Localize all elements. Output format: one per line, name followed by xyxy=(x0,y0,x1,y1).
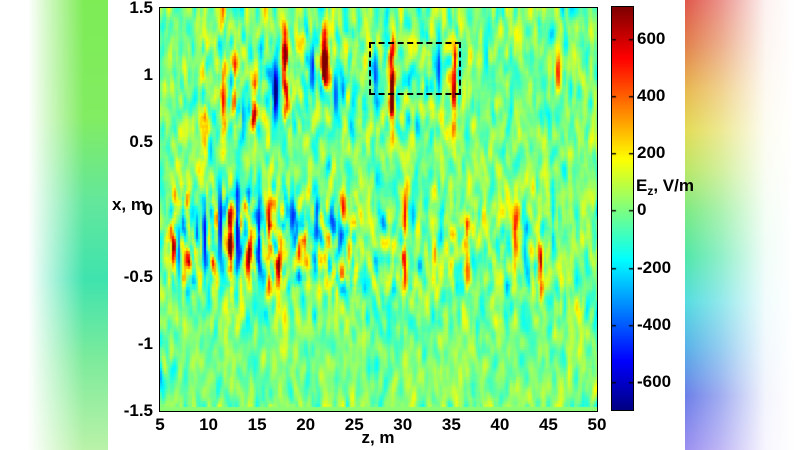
x-axis-label: z, m xyxy=(361,428,395,447)
background-blur-left xyxy=(0,0,108,450)
plot-area xyxy=(158,6,598,412)
colorbar-tick-label: 200 xyxy=(637,143,666,163)
y-tick-label: -1 xyxy=(137,333,153,353)
y-axis-label: x, m xyxy=(111,195,146,214)
colorbar-label-main: E xyxy=(636,176,648,195)
colorbar xyxy=(610,5,634,411)
y-tick-label: -1.5 xyxy=(123,401,153,420)
colorbar-tick-label: -400 xyxy=(637,314,672,334)
x-tick-label: 30 xyxy=(393,415,413,434)
y-tick-label: 1 xyxy=(143,65,153,85)
colorbar-label-units: , V/m xyxy=(653,176,694,195)
x-tick-label: 15 xyxy=(247,415,267,434)
x-tick-label: 25 xyxy=(344,415,364,434)
colorbar-tick-label: 0 xyxy=(637,200,647,220)
heatmap-canvas xyxy=(159,7,597,411)
annotation-dashed-box xyxy=(368,41,462,96)
colorbar-label-subscript: z xyxy=(647,184,654,198)
x-tick-label: 40 xyxy=(490,415,510,434)
colorbar-tick-label: -600 xyxy=(637,372,672,392)
colorbar-tick-label: 600 xyxy=(637,28,666,48)
x-tick-label: 20 xyxy=(296,415,316,434)
y-tick-label: -0.5 xyxy=(123,266,153,286)
x-tick-label: 10 xyxy=(199,415,218,434)
colorbar-label: Ez, V/m xyxy=(636,176,694,201)
background-blur-right xyxy=(685,0,800,450)
colorbar-tick-label: -200 xyxy=(637,257,672,277)
y-tick-label: 0 xyxy=(143,199,153,219)
x-tick-label: 45 xyxy=(538,415,558,434)
y-tick-label: 0.5 xyxy=(129,132,153,152)
colorbar-canvas xyxy=(611,6,633,410)
colorbar-tick-label: 400 xyxy=(637,85,666,105)
y-tick-label: 1.5 xyxy=(129,0,153,17)
x-tick-label: 50 xyxy=(587,415,607,434)
x-tick-label: 35 xyxy=(441,415,461,434)
x-tick-label: 5 xyxy=(155,415,165,434)
